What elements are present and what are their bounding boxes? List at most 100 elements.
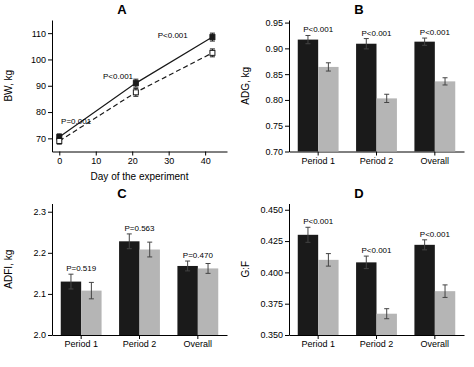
marker [57,138,62,143]
error-cap [147,242,152,243]
error-bar [364,256,369,269]
axis-line [52,204,53,336]
tick-label: 0.450 [260,205,283,215]
tick-mark [48,33,52,34]
tick: Period 1 [301,335,335,349]
marker [133,90,138,95]
panel-label: C [117,186,127,201]
annotation: P<0.001 [361,29,392,38]
error-bar [206,263,211,273]
error-cap [185,270,190,271]
tick-label: 2.0 [33,330,46,340]
tick-label: 0.90 [265,44,283,54]
bar [198,268,218,335]
bar [298,235,318,335]
error-bar [422,38,427,45]
error-cap [133,79,138,80]
tick-label: 40 [201,156,211,166]
error-line [366,256,367,269]
error-line [366,39,367,49]
error-cap [185,261,190,262]
tick: 0.350 [260,330,289,340]
tick: Period 2 [123,335,157,349]
y-axis: 0.3500.3750.4000.4250.450 [260,204,289,340]
error-cap [422,38,427,39]
tick: 0.95 [265,18,289,28]
tick-label: 0.70 [265,147,283,157]
bar [356,262,376,335]
tick-label: 2.1 [33,289,46,299]
tick: 2.1 [33,289,52,299]
error-bar [364,39,369,49]
tick-mark [285,23,289,24]
error-cap [305,242,310,243]
tick-label: 0.350 [260,330,283,340]
error-bar [384,309,389,319]
marker [133,81,138,86]
tick-label: 2.2 [33,248,46,258]
error-cap [89,282,94,283]
error-bar [68,274,73,289]
axis-line [52,21,53,153]
tick-mark [285,335,289,336]
error-cap [206,273,211,274]
error-line [445,285,446,298]
tick: 0.90 [265,44,289,54]
error-cap [147,256,152,257]
error-cap [384,318,389,319]
error-cap [89,298,94,299]
annotation: P<0.001 [158,31,189,40]
tick-label: 10 [91,156,101,166]
tick: 90 [36,81,52,91]
tick-label: 0 [57,156,62,166]
tick-mark [285,126,289,127]
error-bar [133,79,138,87]
tick: Overall [184,335,213,349]
error-cap [443,297,448,298]
error-cap [422,249,427,250]
tick: 70 [36,134,52,144]
panel: 708090100110BW, kg010203040Day of the ex… [3,2,228,182]
tick: Period 2 [360,335,394,349]
tick: 0 [57,152,62,166]
tick: Overall [421,335,450,349]
tick-mark [48,294,52,295]
error-cap [364,268,369,269]
tick-label: Period 1 [64,339,98,349]
annotation: P<0.001 [420,28,451,37]
tick: 0.400 [260,268,289,278]
bar [435,81,455,151]
tick: 0.375 [260,299,289,309]
error-cap [206,263,211,264]
y-axis-title: G:F [240,261,251,278]
bar [298,40,318,152]
tick-mark [48,112,52,113]
marker [210,50,215,55]
panel-label: A [117,2,127,17]
tick: 20 [128,152,138,166]
error-cap [443,84,448,85]
error-line [187,261,188,271]
line [59,53,212,141]
tick-label: 0.95 [265,18,283,28]
error-cap [305,43,310,44]
error-cap [133,87,138,88]
panel: 0.3500.3750.4000.4250.450G:FPeriod 1Peri… [240,186,465,367]
error-bar [384,94,389,102]
error-cap [305,227,310,228]
tick-mark [48,335,52,336]
error-bar [57,138,62,144]
error-bar [443,285,448,298]
tick-mark [48,59,52,60]
axis-line [289,204,290,336]
x-axis: Period 1 Period 2 Overall [290,335,465,349]
y-axis: 2.02.12.22.3 [33,204,52,340]
error-line [386,309,387,319]
tick-label: Period 2 [360,156,394,166]
bar [140,250,160,335]
y-axis-title: BW, kg [3,70,14,102]
error-line [424,38,425,45]
tick-mark [285,272,289,273]
figure: 708090100110BW, kg010203040Day of the ex… [0,0,474,367]
tick-label: 70 [36,134,46,144]
